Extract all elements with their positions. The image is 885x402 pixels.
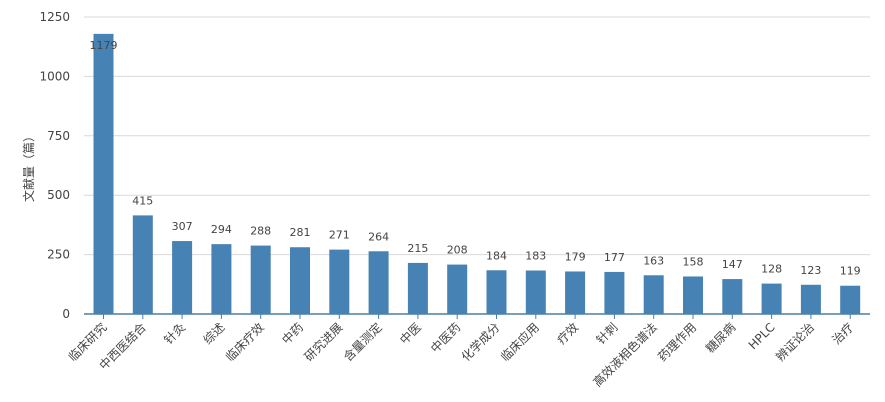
data-label: 415: [132, 194, 153, 207]
bar: [486, 270, 507, 314]
y-tick-label: 500: [47, 188, 70, 202]
category-label: 治疗: [829, 320, 856, 347]
category-label: 辨证论治: [773, 320, 817, 364]
bar: [368, 251, 389, 314]
category-label: 临床应用: [497, 320, 542, 365]
data-label: 183: [525, 250, 546, 263]
y-tick-label: 250: [47, 248, 70, 262]
data-label: 123: [800, 264, 821, 277]
category-label: 中药: [279, 320, 307, 348]
data-label: 281: [290, 226, 311, 239]
bar: [565, 271, 586, 314]
category-label: 中医: [396, 320, 424, 348]
bar: [525, 270, 546, 314]
y-tick-label: 1250: [39, 10, 70, 24]
data-label: 184: [486, 249, 507, 262]
y-axis-title: 文献量（篇）: [21, 130, 36, 202]
bar: [329, 249, 350, 314]
bar: [447, 264, 468, 314]
bar: [683, 276, 703, 314]
bar: [211, 244, 232, 314]
data-label: 1179: [90, 39, 118, 52]
category-label: 药理作用: [655, 320, 699, 364]
data-label: 307: [172, 220, 193, 233]
category-label: HPLC: [746, 320, 778, 352]
category-label: 研究进展: [301, 320, 346, 365]
category-label: 针刺: [593, 320, 621, 348]
bars: [93, 33, 861, 314]
bar: [407, 262, 428, 314]
data-label: 208: [447, 244, 468, 257]
bar: [604, 271, 625, 314]
category-label: 疗效: [554, 320, 582, 348]
bar: [643, 275, 664, 314]
data-label: 294: [211, 223, 232, 236]
y-tick-label: 1000: [39, 69, 70, 83]
data-label: 158: [683, 255, 704, 268]
bar: [93, 33, 114, 314]
category-label: 化学成分: [458, 320, 503, 365]
data-label: 119: [840, 265, 861, 278]
bar: [132, 215, 153, 314]
bar: [800, 284, 821, 314]
category-label: 糖尿病: [702, 320, 738, 356]
bar: [172, 241, 193, 314]
data-label: 147: [722, 258, 743, 271]
data-label: 288: [250, 225, 271, 238]
data-label: 271: [329, 229, 350, 242]
bar: [250, 245, 271, 314]
category-label: 针灸: [161, 320, 189, 348]
bar: [722, 279, 743, 314]
data-labels: 1179 415 307 294 288 281 271 264 215 208 184 183 179…: [90, 39, 861, 278]
data-label: 177: [604, 251, 625, 264]
category-label: 中医药: [427, 320, 463, 356]
category-label: 含量测定: [340, 320, 385, 365]
gridlines: [84, 16, 870, 256]
data-label: 179: [565, 250, 586, 263]
y-tick-label: 750: [47, 129, 70, 143]
bar: [761, 283, 782, 314]
data-label: 163: [643, 254, 664, 267]
y-tick-label: 0: [62, 307, 70, 321]
category-label: 综述: [201, 320, 228, 347]
data-label: 264: [368, 230, 389, 243]
data-label: 128: [761, 263, 782, 276]
bar: [290, 247, 310, 314]
bar: [840, 285, 861, 314]
data-label: 215: [407, 242, 428, 255]
category-label: 临床疗效: [222, 320, 267, 365]
